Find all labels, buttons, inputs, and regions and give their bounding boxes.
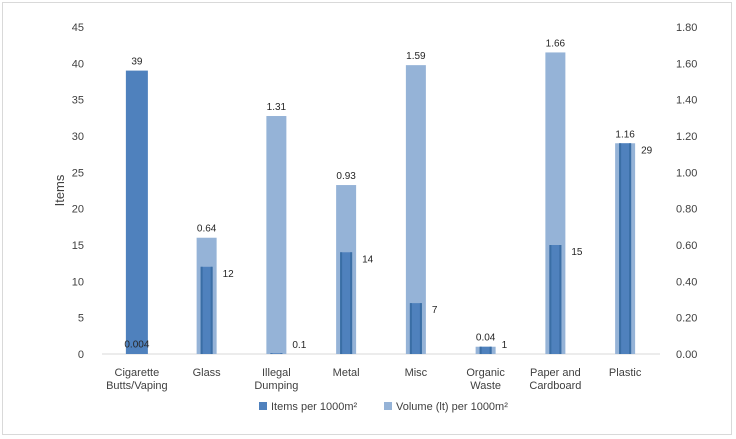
y2-tick-label: 0.80 [676, 204, 697, 216]
y2-tick-label: 1.20 [676, 131, 697, 143]
chart-frame [2, 2, 732, 435]
x-tick-label: Cigarette [115, 367, 160, 379]
x-tick-label: Paper and [530, 367, 581, 379]
data-label-volume: 0.004 [124, 339, 149, 350]
data-label-volume: 0.04 [476, 333, 496, 344]
legend-swatch-volume [384, 402, 392, 410]
data-label-items: 1 [502, 340, 508, 351]
y-tick-label: 15 [72, 240, 84, 252]
bar-volume [405, 65, 426, 355]
x-tick-label: Misc [405, 367, 428, 379]
legend-label-items: Items per 1000m² [271, 401, 358, 413]
y2-tick-label: 0.40 [676, 276, 697, 288]
data-label-volume: 0.93 [336, 171, 356, 182]
x-tick-label: Cardboard [529, 380, 581, 392]
bar-items-edge-right [350, 252, 353, 354]
y-tick-label: 0 [78, 349, 84, 361]
y-tick-label: 30 [72, 131, 84, 143]
x-tick-label: Dumping [254, 380, 298, 392]
x-tick-label: Waste [470, 380, 501, 392]
y-tick-label: 45 [72, 22, 84, 34]
bar-items-edge-right [489, 346, 492, 354]
bar-items [270, 353, 283, 354]
bar-items-edge-right [559, 245, 562, 354]
x-tick-label: Illegal [262, 367, 291, 379]
bar-items [125, 70, 148, 354]
bar-items-edge-right [419, 303, 422, 354]
y-tick-label: 35 [72, 95, 84, 107]
legend-label-volume: Volume (lt) per 1000m² [396, 401, 508, 413]
bar-items-edge-left [479, 346, 482, 354]
y2-tick-label: 1.60 [676, 58, 697, 70]
data-label-volume: 0.64 [197, 224, 217, 235]
data-label-items: 29 [641, 145, 653, 156]
x-tick-label: Organic [466, 367, 505, 379]
data-label-items: 7 [432, 305, 438, 316]
y2-tick-label: 1.40 [676, 95, 697, 107]
bar-items [479, 346, 492, 354]
y-axis-title: Items [52, 174, 67, 206]
bar-volume [266, 116, 287, 355]
data-label-items: 39 [131, 57, 143, 68]
bar-items-edge-right [280, 353, 283, 354]
bar-items-edge-left [340, 252, 343, 354]
bar-items-edge-left [549, 245, 552, 354]
bar-items-edge-right [629, 143, 632, 354]
legend-swatch-items [259, 402, 267, 410]
x-tick-label: Metal [333, 367, 360, 379]
y2-tick-label: 0.60 [676, 240, 697, 252]
bar-items-edge-left [270, 353, 273, 354]
bar-items [409, 303, 422, 354]
x-tick-label: Glass [193, 367, 222, 379]
bar-items [619, 143, 632, 354]
y-tick-label: 5 [78, 313, 84, 325]
data-label-items: 14 [362, 254, 374, 265]
y2-tick-label: 1.00 [676, 167, 697, 179]
data-label-items: 12 [223, 269, 235, 280]
bar-items [549, 245, 562, 354]
data-label-volume: 1.31 [267, 102, 287, 113]
y2-tick-label: 1.80 [676, 22, 697, 34]
bar-items-edge-right [210, 266, 213, 354]
y-tick-label: 10 [72, 276, 84, 288]
data-label-volume: 1.66 [546, 38, 566, 49]
bar-items-edge-left [200, 266, 203, 354]
data-label-items: 15 [571, 247, 583, 258]
x-tick-label: Plastic [609, 367, 642, 379]
data-label-items: 0.1 [292, 340, 306, 351]
bar-items-edge-left [619, 143, 622, 354]
x-tick-label: Butts/Vaping [106, 380, 168, 392]
data-label-volume: 1.59 [406, 51, 426, 62]
y-tick-label: 20 [72, 204, 84, 216]
bar-items [200, 266, 213, 354]
y2-tick-label: 0.00 [676, 349, 697, 361]
y2-tick-label: 0.20 [676, 313, 697, 325]
bar-items-edge-left [409, 303, 412, 354]
bar-items [340, 252, 353, 354]
data-label-volume: 1.16 [615, 129, 635, 140]
y-tick-label: 40 [72, 58, 84, 70]
y-tick-label: 25 [72, 167, 84, 179]
